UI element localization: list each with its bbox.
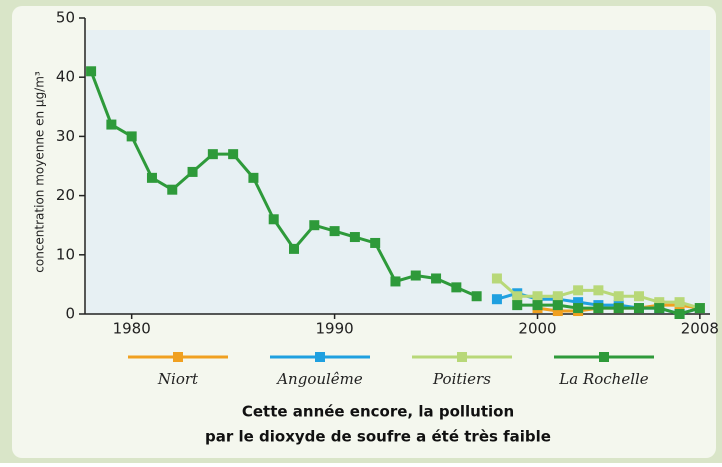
title-line: par le dioxyde de soufre a été très faib… [205,428,551,446]
point [370,238,380,248]
point [614,291,624,301]
point [512,291,522,301]
point [127,131,137,141]
point [634,291,644,301]
point [472,291,482,301]
point [289,244,299,254]
point [695,303,705,313]
point [492,273,502,283]
point [106,120,116,130]
point [411,271,421,281]
point [573,303,583,313]
point [167,185,177,195]
point [654,303,664,313]
point [533,291,543,301]
point [593,285,603,295]
point [675,297,685,307]
legend-marker [173,352,183,362]
point [593,303,603,313]
point [188,167,198,177]
point [553,300,563,310]
point [390,276,400,286]
legend-marker [315,352,325,362]
point [350,232,360,242]
y-tick-label: 0 [65,305,75,323]
point [553,291,563,301]
legend-label: Poitiers [432,370,491,388]
point [573,285,583,295]
legend-label: La Rochelle [558,370,649,388]
point [208,149,218,159]
x-tick-label: 1980 [113,320,151,338]
legend-label: Niort [157,370,199,388]
point [431,273,441,283]
point [451,282,461,292]
point [614,303,624,313]
x-tick-label: 1990 [316,320,354,338]
point [269,214,279,224]
point [492,294,502,304]
y-tick-label: 20 [56,186,75,204]
point [228,149,238,159]
y-tick-label: 40 [56,68,75,86]
point [86,66,96,76]
point [634,303,644,313]
point [147,173,157,183]
x-tick-label: 2008 [681,320,719,338]
legend-marker [599,352,609,362]
x-tick-label: 2000 [518,320,556,338]
y-axis-label: concentration moyenne en µg/m³ [33,71,47,273]
title-line: Cette année encore, la pollution [242,403,514,421]
y-tick-label: 50 [56,9,75,27]
y-tick-label: 10 [56,245,75,263]
illustration [86,30,710,314]
legend-marker [457,352,467,362]
point [675,309,685,319]
point [248,173,258,183]
chart: concentration moyenne en µg/m³ Cette ann… [0,0,722,463]
y-tick-label: 30 [56,127,75,145]
legend-label: Angoulême [275,370,363,388]
point [309,220,319,230]
point [512,300,522,310]
point [330,226,340,236]
point [533,300,543,310]
